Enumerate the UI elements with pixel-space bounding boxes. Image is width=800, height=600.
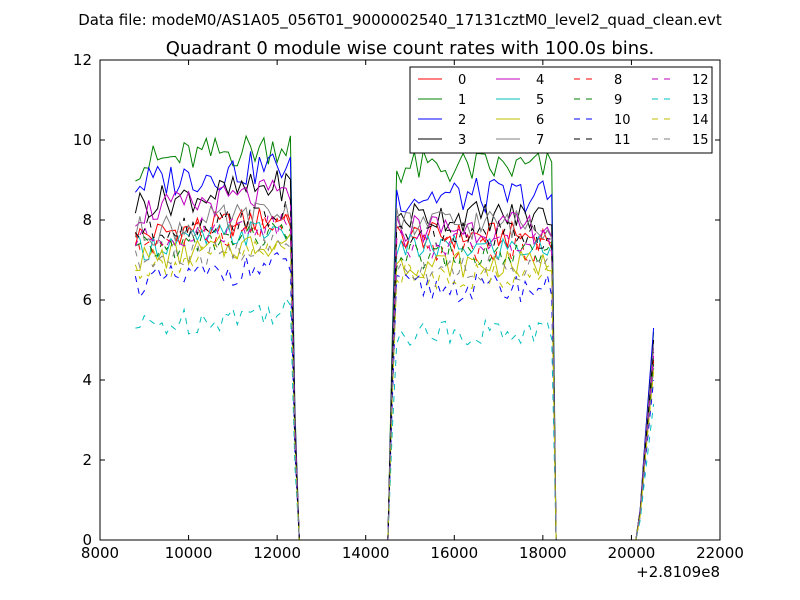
legend-label-5: 5 — [536, 93, 544, 108]
legend-label-13: 13 — [692, 93, 709, 108]
plot-area — [134, 134, 655, 540]
series-line-13 — [135, 297, 655, 540]
series-line-9 — [135, 222, 655, 540]
y-tick-label: 8 — [82, 211, 92, 229]
series-line-7 — [134, 202, 655, 540]
x-offset-label: +2.8109e8 — [636, 563, 720, 581]
y-tick-label: 12 — [73, 51, 92, 69]
legend-label-11: 11 — [614, 133, 631, 148]
y-tick-label: 10 — [73, 131, 92, 149]
legend-label-1: 1 — [458, 93, 466, 108]
legend-label-10: 10 — [614, 113, 631, 128]
x-tick-label: 14000 — [342, 544, 390, 562]
legend-label-7: 7 — [536, 133, 544, 148]
series-line-6 — [135, 231, 655, 540]
chart-suptitle: Data file: modeM0/AS1A05_056T01_90000025… — [78, 11, 722, 30]
x-tick-label: 8000 — [81, 544, 119, 562]
x-tick-label: 20000 — [608, 544, 656, 562]
y-tick-label: 2 — [82, 451, 92, 469]
x-tick-label: 12000 — [253, 544, 301, 562]
series-line-8 — [134, 210, 655, 540]
legend-label-0: 0 — [458, 73, 466, 88]
chart-title: Quadrant 0 module wise count rates with … — [166, 38, 655, 59]
legend-label-14: 14 — [692, 113, 709, 128]
series-line-12 — [134, 212, 655, 540]
legend-label-12: 12 — [692, 73, 709, 88]
legend-label-2: 2 — [458, 113, 466, 128]
legend-label-8: 8 — [614, 73, 622, 88]
axis-ticks: 8000 10000 12000 14000 16000 18000 20000 22000 0… — [73, 51, 744, 562]
y-tick-label: 0 — [82, 531, 92, 549]
legend-label-4: 4 — [536, 73, 544, 88]
series-line-2 — [135, 151, 655, 540]
legend-label-15: 15 — [692, 133, 709, 148]
y-tick-label: 4 — [82, 371, 92, 389]
x-tick-label: 16000 — [430, 544, 478, 562]
legend-label-9: 9 — [614, 93, 622, 108]
y-tick-label: 6 — [82, 291, 92, 309]
legend-label-6: 6 — [536, 113, 544, 128]
x-tick-label: 18000 — [519, 544, 567, 562]
x-tick-label: 22000 — [696, 544, 744, 562]
x-tick-label: 10000 — [165, 544, 213, 562]
series-line-1 — [135, 134, 655, 540]
legend-label-3: 3 — [458, 133, 466, 148]
series-line-11 — [135, 198, 655, 540]
legend-box — [409, 66, 713, 154]
